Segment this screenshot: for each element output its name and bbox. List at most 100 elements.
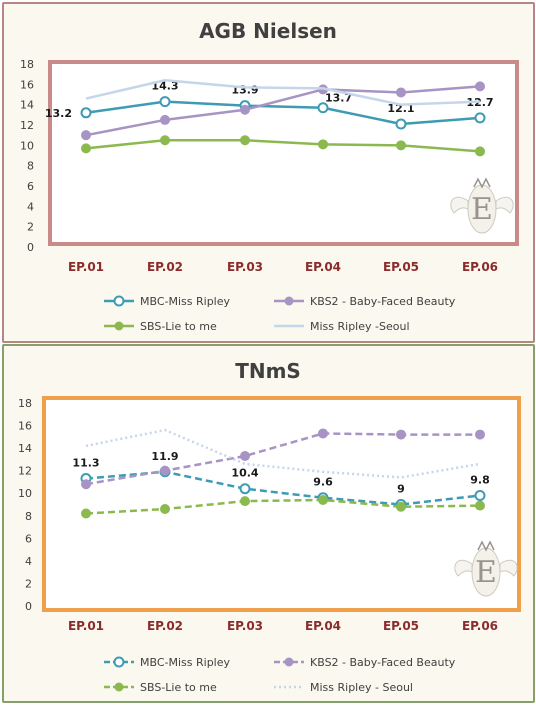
y-tick-label: 0 [25,600,32,613]
winged-e-logo-icon: E [454,540,518,597]
data-point [160,504,170,515]
y-tick-label: 14 [18,442,32,455]
y-tick-label: 10 [20,139,34,152]
data-point [317,102,329,114]
tnms-panel: TNmS 0 2 4 6 8 10 12 14 16 18 EP.01 EP.02 EP.03 EP.04 E… [2,344,535,703]
logo-letter: E [471,192,493,227]
logo-right-wing [495,196,514,214]
data-point [160,114,170,125]
data-point [474,489,486,501]
data-point [395,118,407,130]
x-category-label: EP.01 [68,260,104,274]
data-point [239,483,251,495]
agb-nielsen-panel: AGB Nielsen 0 2 4 6 8 10 12 14 16 18 EP.01 EP.02 EP.0… [2,2,535,343]
agb-nielsen-chart: AGB Nielsen 0 2 4 6 8 10 12 14 16 18 EP.01 EP.02 EP.0… [20,19,519,333]
data-label: 13.2 [45,107,72,120]
data-point [81,508,91,519]
logo-right-wing [499,559,518,577]
legend-marker [113,295,125,307]
y-tick-label: 18 [20,58,34,71]
data-point [240,451,250,462]
x-category-label: EP.03 [227,619,263,633]
y-tick-label: 14 [20,99,34,112]
y-tick-label: 8 [25,510,32,523]
y-tick-label: 12 [20,119,34,132]
legend-marker [113,656,125,668]
data-point [318,428,328,439]
logo-letter: E [475,555,497,590]
y-tick-label: 10 [18,487,32,500]
data-point [80,107,92,119]
x-category-label: EP.03 [227,260,263,274]
x-category-label: EP.04 [305,260,341,274]
legend-label: SBS-Lie to me [140,681,217,694]
legend-label: Miss Ripley -Seoul [310,320,410,333]
series-line-2 [85,498,481,515]
winged-e-logo-icon: E [450,177,514,234]
data-point [396,140,406,151]
data-point [475,146,485,157]
logo-crown [477,540,495,552]
data-point [396,429,406,440]
data-label: 9.6 [313,476,333,489]
logo-crown [473,177,491,189]
data-point [159,96,171,108]
data-point [474,112,486,124]
chart-title: AGB Nielsen [199,19,337,43]
chart-title: TNmS [235,359,301,383]
legend-label: MBC-Miss Ripley [140,295,231,308]
legend-marker [114,321,124,331]
data-point [318,139,328,150]
y-tick-label: 2 [25,577,32,590]
series-line-1 [85,432,480,486]
series-line-1 [85,85,481,137]
y-tick-label: 2 [27,221,34,234]
tnms-chart: TNmS 0 2 4 6 8 10 12 14 16 18 EP.01 EP.02 EP.03 EP.04 E… [18,359,521,694]
x-category-label: EP.06 [462,619,498,633]
data-point [160,465,170,476]
x-category-label: EP.01 [68,619,104,633]
data-point [240,135,250,146]
data-point [475,81,485,92]
legend-marker [114,682,124,692]
data-point [81,130,91,141]
logo-left-wing [450,196,469,214]
y-tick-label: 4 [25,555,32,568]
y-tick-label: 12 [18,465,32,478]
data-label: 13.7 [325,92,352,105]
series-line-0 [85,100,481,126]
plot-area [42,396,521,612]
legend-label: SBS-Lie to me [140,320,217,333]
plot-area [48,60,519,246]
data-point [81,479,91,490]
x-category-label: EP.04 [305,619,341,633]
series-line-2 [85,139,481,153]
data-point [396,87,406,98]
x-category-label: EP.02 [147,260,183,274]
x-category-label: EP.02 [147,619,183,633]
series-line-3 [85,79,481,106]
y-tick-label: 6 [27,180,34,193]
data-point [396,501,406,512]
x-category-label: EP.05 [383,619,419,633]
y-tick-label: 0 [27,241,34,254]
y-tick-label: 16 [20,78,34,91]
y-tick-label: 6 [25,532,32,545]
logo-left-wing [454,559,473,577]
legend-label: KBS2 - Baby-Faced Beauty [310,656,456,669]
x-category-label: EP.05 [383,260,419,274]
legend-marker [284,296,294,306]
legend-label: Miss Ripley - Seoul [310,681,413,694]
data-label: 9 [397,483,405,496]
data-label: 11.3 [72,457,99,470]
legend-label: KBS2 - Baby-Faced Beauty [310,295,456,308]
data-point [81,143,91,154]
data-label: 9.8 [470,473,490,486]
data-point [240,104,250,115]
y-tick-label: 16 [18,420,32,433]
y-tick-label: 8 [27,160,34,173]
y-tick-label: 18 [18,397,32,410]
legend-label: MBC-Miss Ripley [140,656,231,669]
y-tick-label: 4 [27,200,34,213]
legend-marker [284,657,294,667]
